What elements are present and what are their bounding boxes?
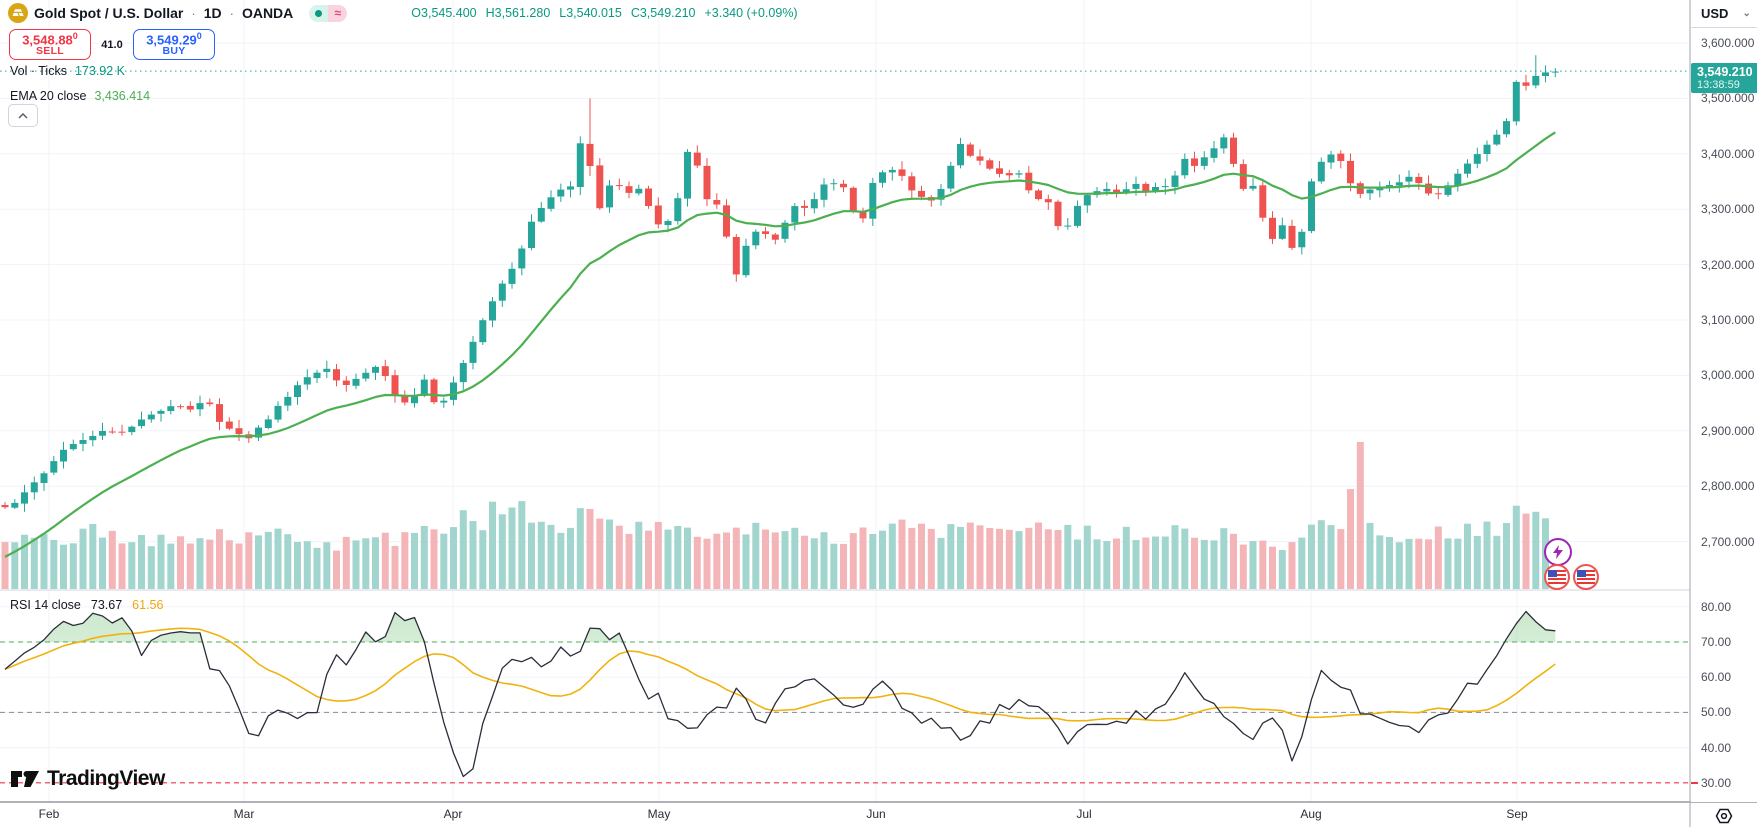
- trade-panel: 3,548.880 SELL 41.0 3,549.290 BUY: [9, 29, 215, 60]
- symbol-title[interactable]: Gold Spot / U.S. Dollar: [34, 5, 184, 21]
- currency-selector[interactable]: USD ⌄: [1691, 0, 1757, 28]
- month-label: Apr: [443, 807, 463, 821]
- price-tick-label: 2,800.000: [1701, 479, 1755, 494]
- symbol-legend: Gold Spot / U.S. Dollar · 1D · OANDA ≈ O…: [8, 3, 798, 23]
- buy-price-sup: 0: [196, 30, 202, 41]
- sell-price: 3,548.88: [22, 31, 73, 47]
- sell-button[interactable]: 3,548.880 SELL: [9, 29, 91, 60]
- last-price: 3,549.210: [1697, 65, 1753, 79]
- currency-label: USD: [1701, 6, 1729, 21]
- separator-dot: ·: [229, 5, 234, 21]
- price-tick-label: 3,200.000: [1701, 257, 1755, 272]
- tradingview-glyph-icon: [11, 771, 39, 787]
- ema-legend[interactable]: EMA 20 close 3,436.414: [10, 89, 150, 103]
- price-axis[interactable]: USD ⌄ 3,600.000 3,500.000 3,400.000 3,300.0…: [1691, 0, 1757, 802]
- price-tick-label: 3,000.000: [1701, 368, 1755, 383]
- rsi-legend[interactable]: RSI 14 close 73.67 61.56: [10, 598, 163, 612]
- rsi-tick-label: 60.00: [1701, 670, 1732, 685]
- us-flag-icon[interactable]: [1544, 564, 1570, 590]
- rsi-tick-label: 30.00: [1701, 775, 1732, 790]
- rsi-value: 73.67: [90, 598, 123, 612]
- ema-value: 3,436.414: [94, 89, 151, 103]
- delayed-data-icon[interactable]: ≈: [328, 4, 348, 22]
- rsi-30-axis-tick: [1691, 782, 1698, 784]
- axis-settings-icon[interactable]: [1712, 806, 1736, 826]
- month-label: May: [647, 807, 671, 821]
- chevron-up-icon: [18, 112, 28, 119]
- close-value: 3,549.210: [639, 6, 696, 20]
- price-tick-label: 3,300.000: [1701, 202, 1755, 217]
- sell-price-sup: 0: [72, 30, 78, 41]
- gold-bars-icon: [8, 3, 28, 23]
- market-open-dot-icon[interactable]: [309, 4, 329, 22]
- price-tick-label: 3,400.000: [1701, 146, 1755, 161]
- rsi-ma-value: 61.56: [132, 598, 164, 612]
- us-flag-icon[interactable]: [1573, 564, 1599, 590]
- rsi-tick-label: 50.00: [1701, 705, 1732, 720]
- market-status-pill[interactable]: ≈: [309, 4, 348, 22]
- volume-value: 173.92 K: [74, 64, 126, 78]
- tradingview-logo[interactable]: TradingView: [10, 766, 165, 792]
- open-label: O: [411, 6, 422, 20]
- last-price-badge: 3,549.210 13:38:59: [1691, 63, 1757, 93]
- month-label: Mar: [233, 807, 255, 821]
- high-value: 3,561.280: [494, 6, 551, 20]
- collapse-legend-button[interactable]: [8, 104, 38, 127]
- lightning-icon[interactable]: [1544, 538, 1572, 566]
- change-value: +3.340 (+0.09%): [704, 6, 798, 20]
- price-tick-label: 3,100.000: [1701, 313, 1755, 327]
- price-tick-label: 2,700.000: [1701, 534, 1755, 549]
- price-tick-label: 3,600.000: [1701, 36, 1755, 50]
- month-label: Jul: [1076, 807, 1092, 821]
- ema-label: EMA 20 close: [10, 89, 87, 103]
- high-label: H: [485, 6, 495, 20]
- buy-price: 3,549.29: [146, 31, 197, 47]
- exchange-label[interactable]: OANDA: [241, 5, 294, 21]
- brand-name: TradingView: [47, 767, 165, 790]
- month-label: Sep: [1506, 807, 1528, 821]
- volume-label: Vol · Ticks: [10, 64, 67, 78]
- sell-label: SELL: [35, 45, 65, 58]
- low-label: L: [559, 6, 567, 20]
- price-tick-label: 2,900.000: [1701, 423, 1755, 438]
- buy-button[interactable]: 3,549.290 BUY: [133, 29, 215, 60]
- month-label: Feb: [38, 807, 60, 821]
- low-value: 3,540.015: [566, 6, 622, 20]
- separator-dot: ·: [191, 5, 196, 21]
- interval-label[interactable]: 1D: [203, 5, 222, 21]
- close-label: C: [630, 6, 640, 20]
- open-value: 3,545.400: [421, 6, 477, 20]
- buy-label: BUY: [162, 45, 186, 58]
- rsi-tick-label: 70.00: [1701, 635, 1732, 649]
- volume-legend[interactable]: Vol · Ticks 173.92 K: [10, 64, 125, 78]
- last-price-time: 13:38:59: [1697, 79, 1740, 91]
- chevron-down-icon: ⌄: [1742, 8, 1751, 19]
- month-label: Jun: [866, 807, 886, 821]
- rsi-tick-label: 40.00: [1701, 740, 1732, 755]
- rsi-label: RSI 14 close: [10, 598, 81, 612]
- rsi-tick-label: 80.00: [1701, 599, 1732, 614]
- price-tick-label: 3,500.000: [1701, 91, 1755, 106]
- spread-value: 41.0: [101, 38, 123, 51]
- month-label: Aug: [1300, 807, 1322, 821]
- ohlc-legend: O3,545.400 H3,561.280 L3,540.015 C3,549.…: [411, 6, 797, 20]
